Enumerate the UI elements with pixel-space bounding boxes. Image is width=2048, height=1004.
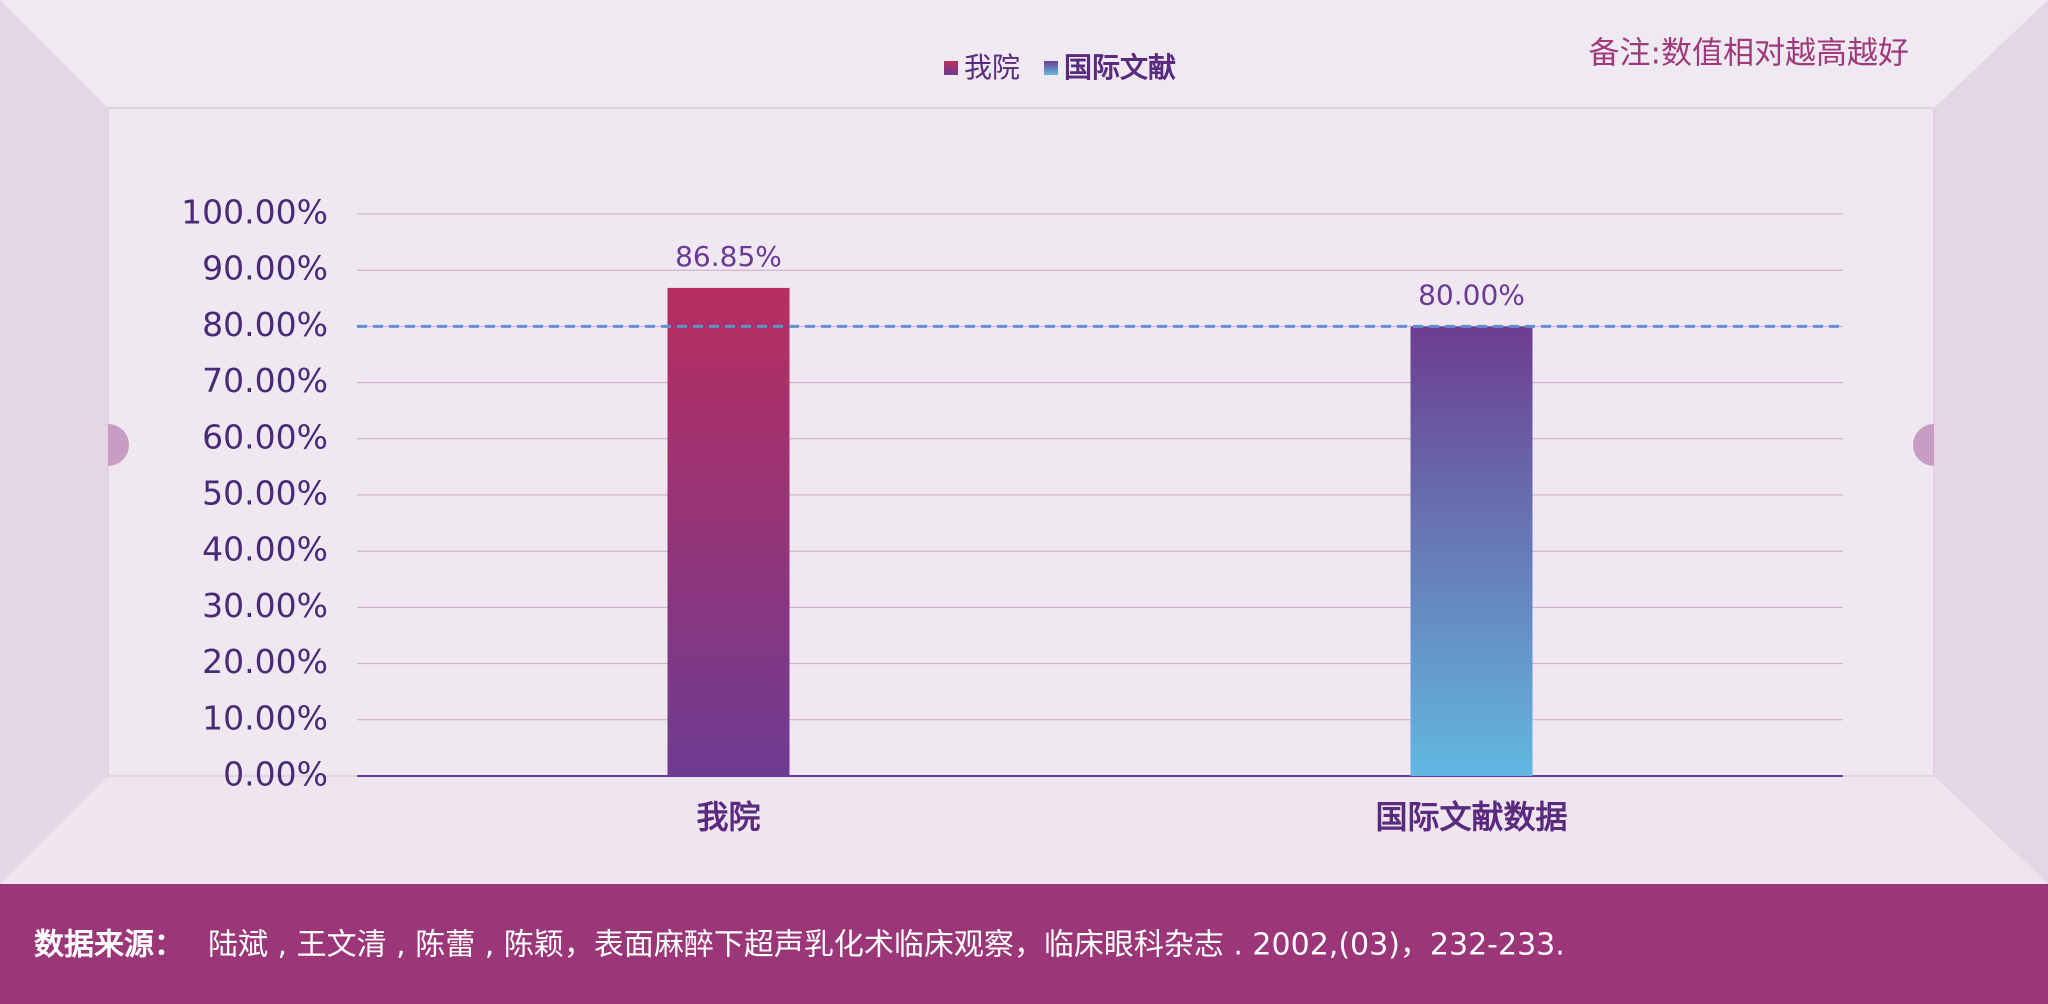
source: 陆斌 , 王文清 , 陈蕾 , 陈颖，表面麻醉下超声乳化术临床观察，临床眼科杂志… — [208, 928, 1565, 963]
value-label: 86.85% — [675, 240, 782, 273]
dot — [1913, 424, 1934, 466]
bar — [667, 287, 790, 776]
source-label: 数据来源： — [34, 928, 184, 963]
y-tick-label: 50.00% — [202, 474, 328, 513]
legend-label: 国际文献 — [1064, 51, 1176, 84]
dot — [108, 424, 129, 466]
y-tick-label: 60.00% — [202, 417, 328, 456]
y-tick-label: 20.00% — [202, 642, 328, 681]
floor — [0, 776, 2048, 884]
y-tick-label: 0.00% — [223, 755, 328, 794]
legend-marker — [944, 61, 958, 75]
y-tick-label: 10.00% — [202, 698, 328, 737]
y-tick-label: 30.00% — [202, 586, 328, 625]
legend-label: 我院 — [964, 51, 1020, 84]
y-tick-label: 40.00% — [202, 530, 328, 569]
y-tick-label: 90.00% — [202, 249, 328, 288]
y-tick-label: 80.00% — [202, 305, 328, 344]
x-tick-label: 我院 — [696, 798, 760, 836]
value-label: 80.00% — [1418, 278, 1525, 311]
y-tick-label: 70.00% — [202, 361, 328, 400]
y-tick-label: 100.00% — [181, 193, 328, 232]
footer — [0, 884, 2048, 1004]
x-tick-label: 国际文献数据 — [1375, 798, 1567, 836]
panel — [107, 107, 1935, 777]
legend-marker — [1044, 61, 1059, 75]
left-wall — [0, 0, 108, 884]
note: 备注:数值相对越高越好 — [1589, 36, 1909, 72]
bar — [1410, 326, 1533, 776]
right-wall — [1934, 0, 2048, 884]
